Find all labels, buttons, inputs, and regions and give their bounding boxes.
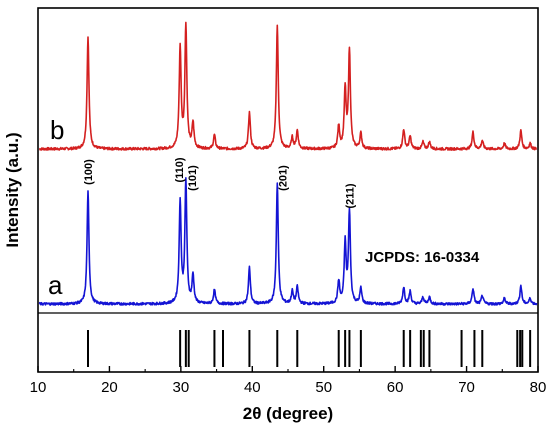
curve-label-a: a — [48, 270, 63, 300]
x-axis-title: 2θ (degree) — [243, 404, 333, 423]
x-tick-label: 70 — [458, 379, 475, 396]
x-tick-label: 10 — [30, 379, 47, 396]
peak-label: (101) — [187, 165, 199, 191]
x-tick-label: 80 — [530, 379, 547, 396]
peak-annotations: (100) (110) (101) (201) (211) — [83, 157, 356, 208]
curves — [38, 21, 538, 306]
peak-label: (211) — [344, 183, 356, 208]
curve-a — [38, 177, 538, 306]
x-tick-label: 30 — [173, 379, 190, 396]
x-tick-label: 50 — [315, 379, 332, 396]
peak-label: (100) — [83, 159, 95, 185]
peak-label: (110) — [174, 157, 186, 182]
curve-b — [38, 21, 538, 151]
reference-lines — [87, 330, 532, 367]
x-tick-label: 40 — [244, 379, 261, 396]
y-axis-title: Intensity (a.u.) — [3, 132, 22, 247]
peak-label: (201) — [277, 165, 289, 191]
jcpds-label: JCPDS: 16-0334 — [365, 249, 480, 266]
x-tick-label: 60 — [387, 379, 404, 396]
x-tick-label: 20 — [101, 379, 118, 396]
curve-label-b: b — [50, 115, 64, 145]
x-axis-ticks: 10 20 30 40 50 60 70 80 — [30, 366, 547, 396]
